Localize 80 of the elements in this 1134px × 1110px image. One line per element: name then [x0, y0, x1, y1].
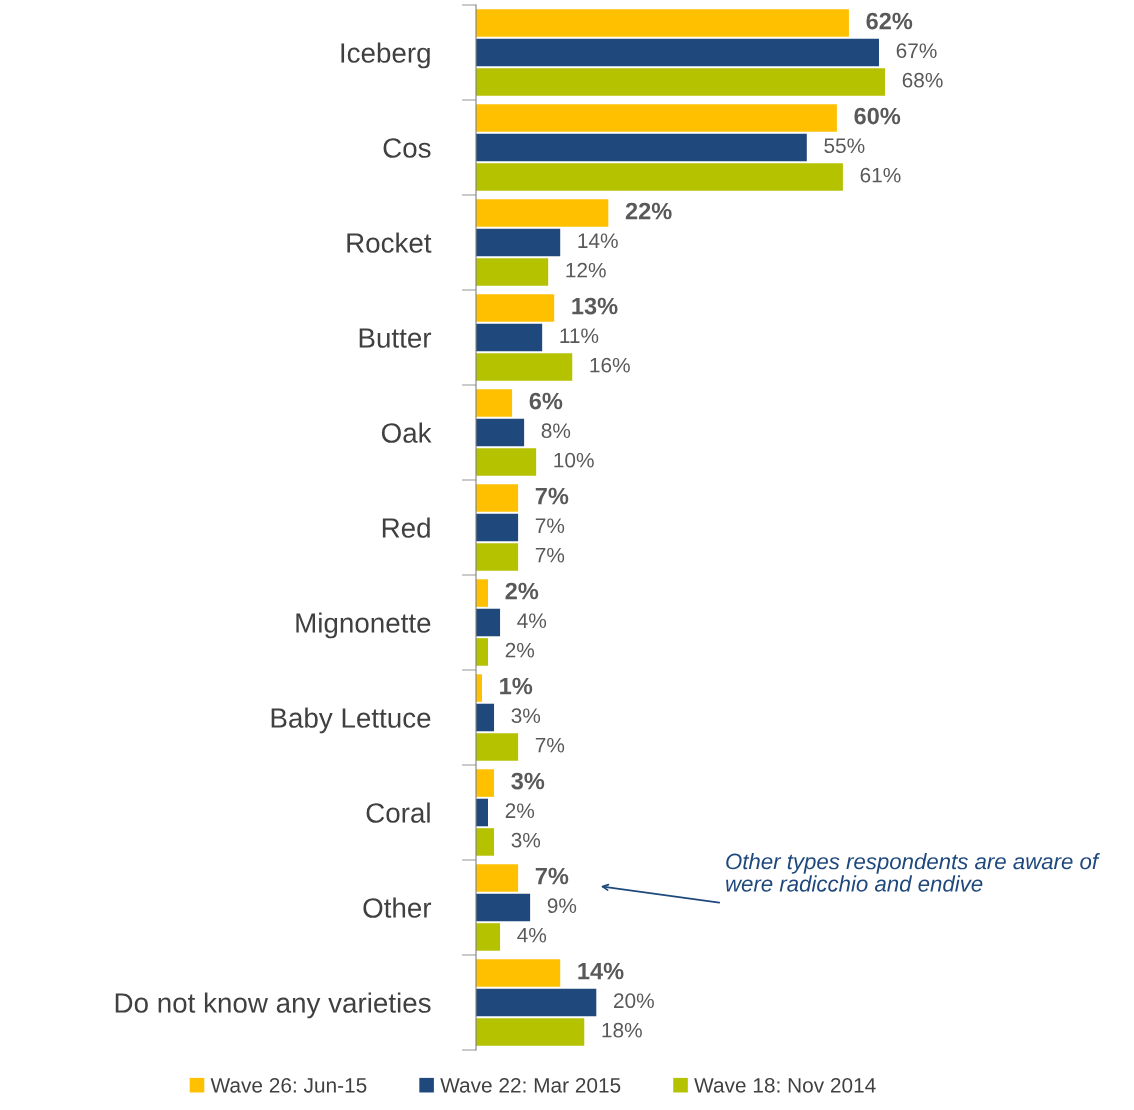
bar	[476, 104, 837, 132]
data-label: 16%	[590, 357, 630, 373]
bar	[476, 923, 501, 951]
bar	[476, 163, 843, 191]
legend-label: Wave 18: Nov 2014	[694, 1077, 876, 1093]
data-label: 3%	[511, 708, 541, 724]
data-label: 2%	[505, 642, 535, 658]
data-label: 11%	[560, 328, 599, 344]
data-label: 68%	[902, 72, 943, 88]
data-label: 2%	[505, 582, 539, 600]
data-label: 20%	[614, 993, 654, 1009]
bar	[476, 893, 531, 922]
y-tick-label: Coral	[366, 802, 430, 823]
data-label: 7%	[535, 867, 569, 885]
data-label: 7%	[535, 547, 565, 563]
bar	[476, 323, 543, 352]
y-tick-label: Mignonette	[296, 612, 431, 639]
bar	[476, 638, 489, 666]
data-label: 61%	[860, 167, 901, 183]
bar	[476, 448, 537, 476]
data-label: 13%	[572, 297, 618, 315]
data-label: 14%	[578, 962, 624, 980]
y-tick-label: Oak	[381, 422, 432, 443]
bar	[476, 484, 519, 512]
bar	[476, 828, 495, 856]
bar	[476, 798, 489, 827]
bar	[476, 579, 489, 607]
bar	[476, 703, 495, 732]
y-tick-label: Iceberg	[341, 42, 430, 69]
bar	[476, 294, 555, 322]
data-label: 7%	[535, 737, 565, 753]
data-label: 60%	[854, 107, 901, 125]
data-label: 2%	[505, 803, 535, 819]
annotation: Other types respondents are aware of were radicchio and endive	[726, 853, 1100, 892]
data-label: 14%	[578, 233, 618, 249]
data-label: 55%	[824, 138, 865, 154]
bar	[476, 513, 519, 542]
legend-label: Wave 22: Mar 2015	[440, 1077, 621, 1093]
legend-label: Wave 26: Jun-15	[210, 1077, 367, 1093]
data-label: 8%	[541, 423, 571, 439]
data-label: 18%	[602, 1022, 642, 1038]
data-label: 4%	[517, 613, 547, 629]
bar	[476, 38, 879, 67]
data-label: 7%	[535, 487, 569, 505]
bar	[476, 258, 549, 286]
bar	[476, 864, 519, 892]
data-label: 9%	[547, 898, 577, 914]
bar	[476, 133, 807, 162]
data-label: 3%	[511, 772, 545, 790]
bar	[476, 1018, 585, 1046]
bar	[476, 733, 519, 761]
bar	[476, 418, 525, 447]
bar	[476, 959, 561, 987]
bar	[476, 199, 609, 227]
bar	[476, 608, 501, 637]
y-tick-label: Rocket	[347, 232, 432, 253]
bar	[476, 9, 849, 37]
y-tick-label: Do not know any varieties	[115, 992, 431, 1019]
data-label: 67%	[896, 43, 937, 59]
bar	[476, 988, 597, 1017]
data-label: 6%	[529, 392, 563, 410]
y-tick-label: Other	[363, 897, 432, 918]
bar	[476, 389, 513, 417]
data-label: 10%	[554, 452, 594, 468]
data-label: 3%	[511, 832, 541, 848]
bar	[476, 543, 519, 571]
data-label: 1%	[500, 677, 533, 695]
y-tick-label: Butter	[359, 328, 432, 348]
data-label: 7%	[535, 518, 565, 534]
bar	[476, 353, 573, 381]
bar	[476, 769, 495, 797]
y-tick-label: Red	[382, 517, 430, 538]
data-label: 12%	[566, 262, 606, 278]
y-tick-label: Cos	[383, 138, 431, 158]
bar	[476, 68, 885, 96]
y-tick-label: Baby Lettuce	[271, 707, 431, 734]
bar	[476, 228, 561, 257]
data-label: 22%	[625, 202, 672, 220]
data-label: 62%	[866, 12, 913, 30]
data-label: 4%	[517, 927, 547, 943]
